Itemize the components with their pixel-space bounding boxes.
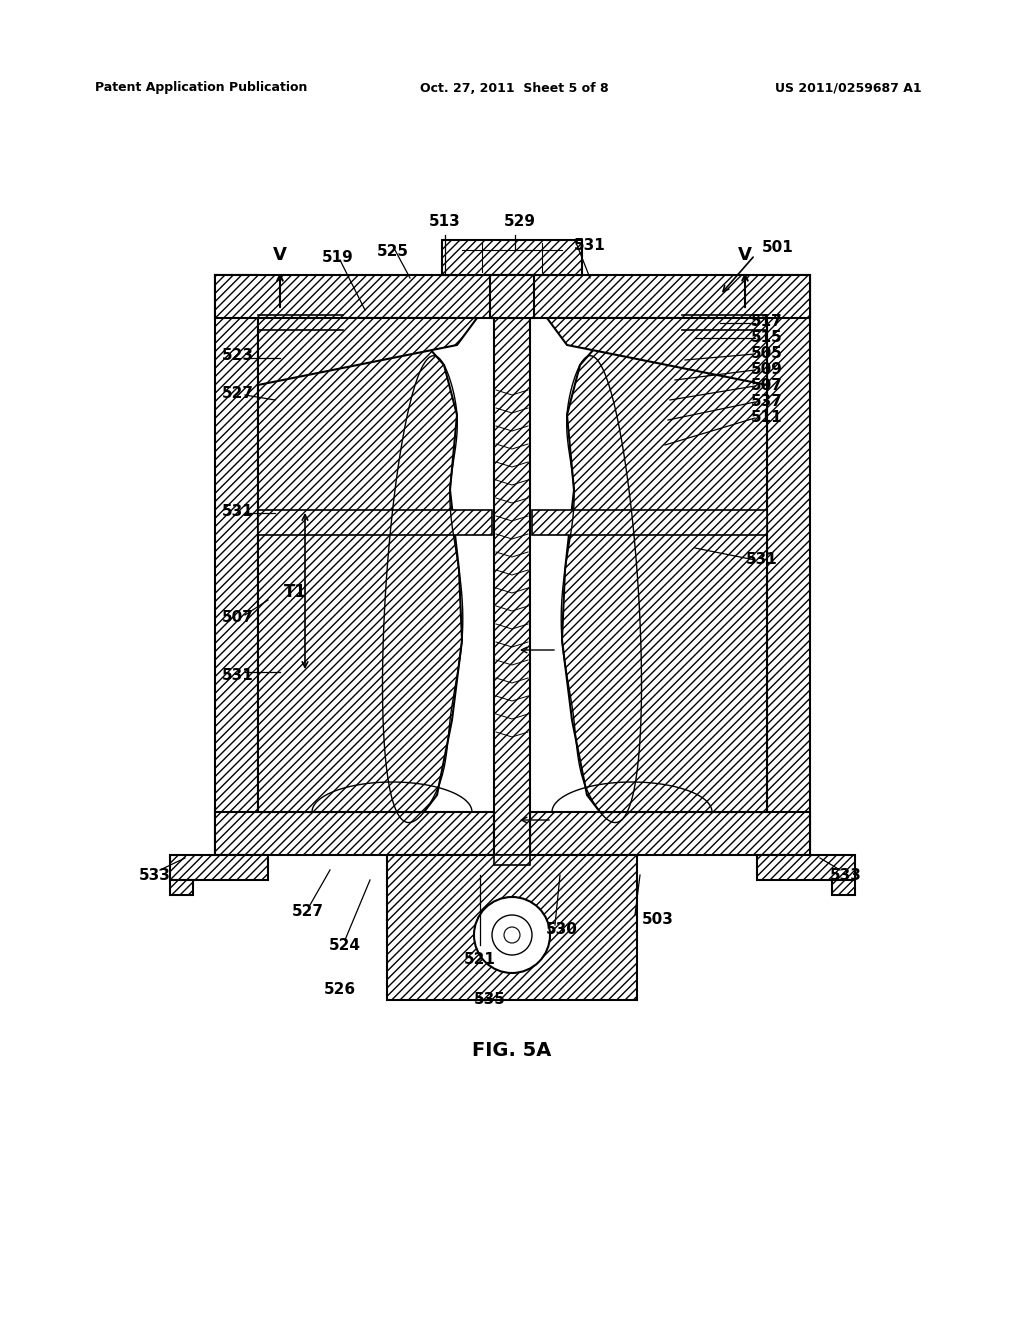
Text: 505: 505: [751, 346, 783, 362]
Polygon shape: [170, 855, 268, 880]
Text: V: V: [738, 246, 752, 264]
Circle shape: [504, 927, 520, 942]
Text: 533: 533: [830, 867, 862, 883]
Polygon shape: [215, 275, 258, 855]
Text: T1: T1: [284, 583, 306, 601]
Text: Oct. 27, 2011  Sheet 5 of 8: Oct. 27, 2011 Sheet 5 of 8: [420, 82, 608, 95]
Polygon shape: [767, 275, 810, 855]
Text: 533: 533: [139, 867, 171, 883]
Polygon shape: [215, 275, 810, 318]
Polygon shape: [258, 510, 492, 535]
Text: Patent Application Publication: Patent Application Publication: [95, 82, 307, 95]
Polygon shape: [490, 275, 534, 318]
Text: 511: 511: [752, 411, 782, 425]
Text: 527: 527: [292, 904, 324, 920]
Polygon shape: [442, 240, 582, 275]
Text: 531: 531: [222, 504, 254, 520]
Text: 501: 501: [762, 240, 794, 256]
Polygon shape: [215, 812, 494, 855]
Polygon shape: [530, 812, 810, 855]
Text: 524: 524: [329, 937, 361, 953]
Polygon shape: [494, 855, 530, 865]
Text: FIG. 5A: FIG. 5A: [472, 1040, 552, 1060]
Text: 503: 503: [642, 912, 674, 928]
Text: 527: 527: [222, 385, 254, 400]
Text: 531: 531: [746, 553, 778, 568]
Polygon shape: [494, 318, 530, 855]
Circle shape: [492, 915, 532, 954]
Text: 526: 526: [324, 982, 356, 998]
Text: 517: 517: [752, 314, 783, 330]
Polygon shape: [757, 855, 855, 880]
Text: 513: 513: [429, 214, 461, 230]
Text: 515: 515: [752, 330, 783, 346]
Polygon shape: [387, 855, 637, 1001]
Text: 523: 523: [222, 347, 254, 363]
Text: 519: 519: [323, 251, 354, 265]
Polygon shape: [831, 880, 855, 895]
Text: 521: 521: [464, 953, 496, 968]
Polygon shape: [258, 341, 462, 812]
Text: 509: 509: [751, 363, 783, 378]
Text: 537: 537: [751, 395, 783, 409]
Polygon shape: [547, 318, 767, 385]
Polygon shape: [532, 510, 767, 535]
Text: 531: 531: [574, 238, 606, 252]
Text: V: V: [273, 246, 287, 264]
Circle shape: [474, 898, 550, 973]
Text: 507: 507: [222, 610, 254, 626]
Text: 507: 507: [751, 379, 783, 393]
Text: 529: 529: [504, 214, 536, 230]
Text: 535: 535: [474, 993, 506, 1007]
Text: 531: 531: [222, 668, 254, 682]
Text: 525: 525: [377, 244, 409, 260]
Text: US 2011/0259687 A1: US 2011/0259687 A1: [775, 82, 922, 95]
Polygon shape: [170, 880, 193, 895]
Polygon shape: [258, 318, 477, 385]
Text: 530: 530: [546, 923, 578, 937]
Polygon shape: [562, 341, 767, 812]
